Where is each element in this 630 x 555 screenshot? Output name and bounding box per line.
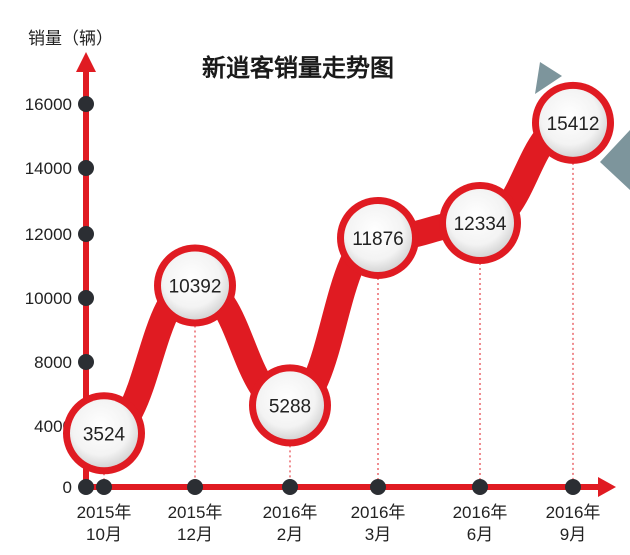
x-tick-label-month: 3月 xyxy=(365,525,391,544)
data-point xyxy=(256,371,324,440)
y-ticks: 0 4000 8000 10000 12000 14000 16000 xyxy=(25,95,94,497)
data-point xyxy=(344,203,412,272)
data-point xyxy=(446,188,514,257)
data-points: 3524 10392 5288 11876 12334 15412 xyxy=(63,81,614,475)
y-tick-label: 12000 xyxy=(25,225,72,244)
x-tick-label-year: 2015年 xyxy=(168,503,223,522)
y-tick-dot xyxy=(78,479,94,495)
y-tick-label: 14000 xyxy=(25,159,72,178)
data-label: 11876 xyxy=(352,229,403,250)
y-tick-label: 0 xyxy=(63,478,72,497)
x-tick-label-month: 12月 xyxy=(177,525,213,544)
y-tick-dot xyxy=(78,226,94,242)
data-point xyxy=(539,88,607,157)
y-tick-label: 8000 xyxy=(34,353,72,372)
data-point xyxy=(70,399,138,468)
x-tick-label-month: 6月 xyxy=(467,525,493,544)
x-tick-label-month: 10月 xyxy=(86,525,122,544)
decorative-triangle-right xyxy=(600,130,630,190)
y-tick-label: 16000 xyxy=(25,95,72,114)
data-label: 12334 xyxy=(454,214,507,235)
x-tick-label-year: 2015年 xyxy=(77,503,132,522)
x-tick-label-year: 2016年 xyxy=(546,503,601,522)
x-tick-dot xyxy=(96,479,112,495)
y-tick-dot xyxy=(78,354,94,370)
x-tick-label-month: 9月 xyxy=(560,525,586,544)
x-tick-dot xyxy=(370,479,386,495)
y-tick-dot xyxy=(78,160,94,176)
data-label: 10392 xyxy=(169,276,222,297)
x-tick-dot xyxy=(187,479,203,495)
x-tick-label-year: 2016年 xyxy=(263,503,318,522)
x-axis-arrow xyxy=(598,477,616,497)
data-label: 15412 xyxy=(547,114,600,135)
y-tick-label: 10000 xyxy=(25,289,72,308)
x-tick-dot xyxy=(472,479,488,495)
x-tick-label-year: 2016年 xyxy=(453,503,508,522)
data-label: 3524 xyxy=(83,424,126,445)
chart-title: 新逍客销量走势图 xyxy=(202,54,394,82)
y-axis-label: 销量（辆） xyxy=(28,29,113,49)
y-tick-dot xyxy=(78,290,94,306)
decorative-triangle-top xyxy=(535,62,562,94)
data-label: 5288 xyxy=(269,396,311,417)
y-axis-arrow xyxy=(76,52,96,72)
x-ticks: 2015年 10月 2015年 12月 2016年 2月 2016年 3月 2016年 6月 201… xyxy=(77,479,601,544)
x-tick-label-month: 2月 xyxy=(277,525,303,544)
y-tick-label: 4000 xyxy=(34,417,72,436)
x-tick-label-year: 2016年 xyxy=(351,503,406,522)
y-tick-dot xyxy=(78,96,94,112)
data-point xyxy=(161,251,229,320)
x-tick-dot xyxy=(282,479,298,495)
x-tick-dot xyxy=(565,479,581,495)
